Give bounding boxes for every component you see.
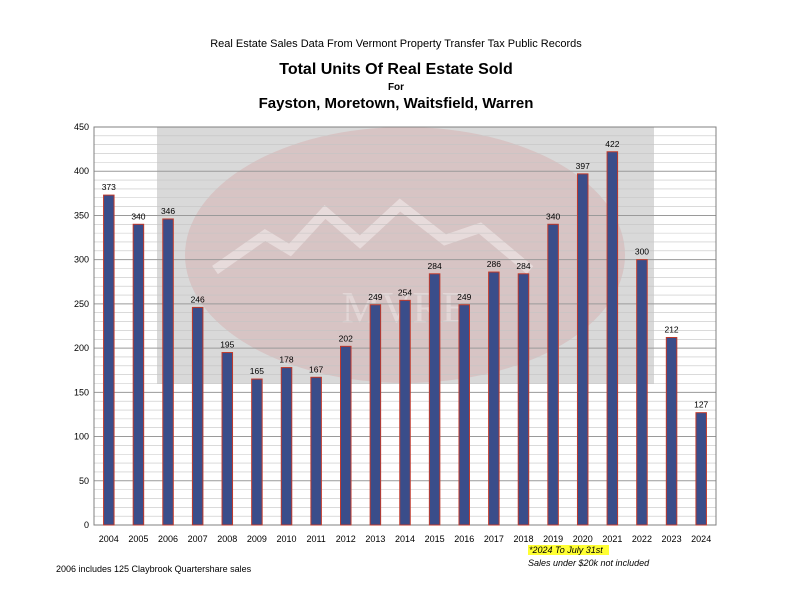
footnote-date-highlight: *2024 To July 31st	[528, 545, 609, 555]
data-label-2011: 167	[309, 364, 323, 374]
bar-2005	[132, 223, 145, 526]
data-label-2005: 340	[131, 211, 145, 221]
y-tick-label: 300	[74, 255, 89, 265]
bar-2013	[369, 304, 382, 526]
x-axis: 2004 2005 2006 2007 2008 2009 2010 2011 2012 2013…	[99, 534, 711, 544]
x-tick-label: 2008	[217, 534, 237, 544]
x-tick-label: 2004	[99, 534, 119, 544]
data-label-2015: 284	[428, 261, 442, 271]
bar-2004	[103, 194, 115, 526]
x-tick-label: 2013	[365, 534, 385, 544]
data-label-2009: 165	[250, 366, 264, 376]
bar-2006	[162, 218, 174, 526]
bar-2023	[665, 336, 678, 526]
data-label-2008: 195	[220, 340, 234, 350]
data-label-2019: 340	[546, 211, 560, 221]
chart-supertitle: Real Estate Sales Data From Vermont Prop…	[210, 38, 582, 50]
data-label-2020: 397	[576, 161, 590, 171]
x-tick-label: 2010	[277, 534, 297, 544]
x-tick-label: 2015	[425, 534, 445, 544]
x-tick-label: 2022	[632, 534, 652, 544]
bar-2016	[458, 304, 470, 526]
bar-2024	[695, 412, 707, 526]
data-label-2013: 249	[368, 292, 382, 302]
data-label-2016: 249	[457, 292, 471, 302]
y-tick-label: 450	[74, 122, 89, 132]
bar-2018	[517, 273, 530, 526]
data-label-2023: 212	[664, 324, 678, 334]
x-tick-label: 2005	[128, 534, 148, 544]
bar-2022	[636, 259, 648, 526]
bar-2008	[221, 352, 234, 526]
x-tick-label: 2020	[573, 534, 593, 544]
data-label-2012: 202	[339, 333, 353, 343]
x-tick-label: 2016	[454, 534, 474, 544]
y-tick-label: 200	[74, 343, 89, 353]
x-tick-label: 2018	[513, 534, 533, 544]
bar-2020	[576, 173, 589, 526]
y-tick-label: 100	[74, 432, 89, 442]
data-label-2018: 284	[516, 261, 530, 271]
footnote-claybrook: 2006 includes 125 Claybrook Quartershare…	[56, 564, 252, 574]
data-label-2014: 254	[398, 287, 412, 297]
y-tick-label: 0	[84, 520, 89, 530]
data-label-2021: 422	[605, 139, 619, 149]
chart-title: Total Units Of Real Estate Sold	[279, 61, 513, 78]
bar-2011	[310, 376, 322, 526]
chart-subtitle: Fayston, Moretown, Waitsfield, Warren	[258, 95, 534, 112]
chart-for-line: For	[387, 82, 405, 93]
data-label-2010: 178	[279, 355, 293, 365]
y-tick-label: 50	[79, 476, 89, 486]
data-label-2007: 246	[191, 294, 205, 304]
y-axis: 0 50 100 150 200 250 300 350 400 450	[74, 122, 89, 530]
x-tick-label: 2014	[395, 534, 415, 544]
data-labels: 373 340 346 246 195 165 178 167 202 249 254 284 249 2…	[102, 139, 709, 410]
watermark-ellipse	[185, 127, 625, 383]
x-tick-label: 2017	[484, 534, 504, 544]
y-tick-label: 400	[74, 166, 89, 176]
bar-2015	[428, 273, 441, 526]
data-label-2006: 346	[161, 206, 175, 216]
bar-2017	[488, 271, 500, 526]
data-label-2017: 286	[487, 259, 501, 269]
x-tick-label: 2019	[543, 534, 563, 544]
bar-series	[103, 151, 707, 526]
bar-2019	[547, 223, 559, 526]
bar-2021	[606, 151, 619, 526]
y-tick-label: 350	[74, 210, 89, 220]
x-tick-label: 2021	[602, 534, 622, 544]
bar-2012	[340, 345, 352, 526]
data-label-2024: 127	[694, 400, 708, 410]
data-label-2022: 300	[635, 247, 649, 257]
x-tick-label: 2009	[247, 534, 267, 544]
x-tick-label: 2024	[691, 534, 711, 544]
y-tick-label: 250	[74, 299, 89, 309]
x-tick-label: 2006	[158, 534, 178, 544]
bar-2009	[251, 378, 263, 526]
x-tick-label: 2012	[336, 534, 356, 544]
x-tick-label: 2007	[188, 534, 208, 544]
data-label-2004: 373	[102, 182, 116, 192]
bar-2014	[399, 299, 411, 526]
bar-2007	[191, 306, 204, 526]
footnote-exclusion: Sales under $20k not included	[528, 558, 650, 568]
y-tick-label: 150	[74, 387, 89, 397]
x-tick-label: 2011	[306, 534, 325, 544]
bar-2010	[280, 367, 293, 526]
x-tick-label: 2023	[662, 534, 682, 544]
